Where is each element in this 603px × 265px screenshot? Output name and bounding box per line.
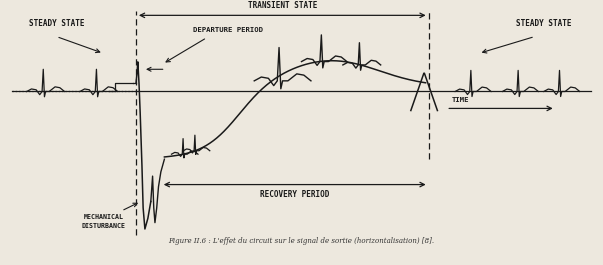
Text: DEPARTURE PERIOD: DEPARTURE PERIOD xyxy=(192,27,263,33)
Text: Figure II.6 : L'effet du circuit sur le signal de sortie (horizontalisation) [8]: Figure II.6 : L'effet du circuit sur le … xyxy=(168,237,435,245)
Text: DISTURBANCE: DISTURBANCE xyxy=(81,223,125,229)
Text: TRANSIENT STATE: TRANSIENT STATE xyxy=(248,1,317,10)
Text: TIME: TIME xyxy=(452,97,470,103)
Text: RECOVERY PERIOD: RECOVERY PERIOD xyxy=(260,190,329,199)
Text: STEADY STATE: STEADY STATE xyxy=(516,19,572,28)
Text: MECHANICAL: MECHANICAL xyxy=(84,214,124,220)
Text: STEADY STATE: STEADY STATE xyxy=(28,19,84,28)
